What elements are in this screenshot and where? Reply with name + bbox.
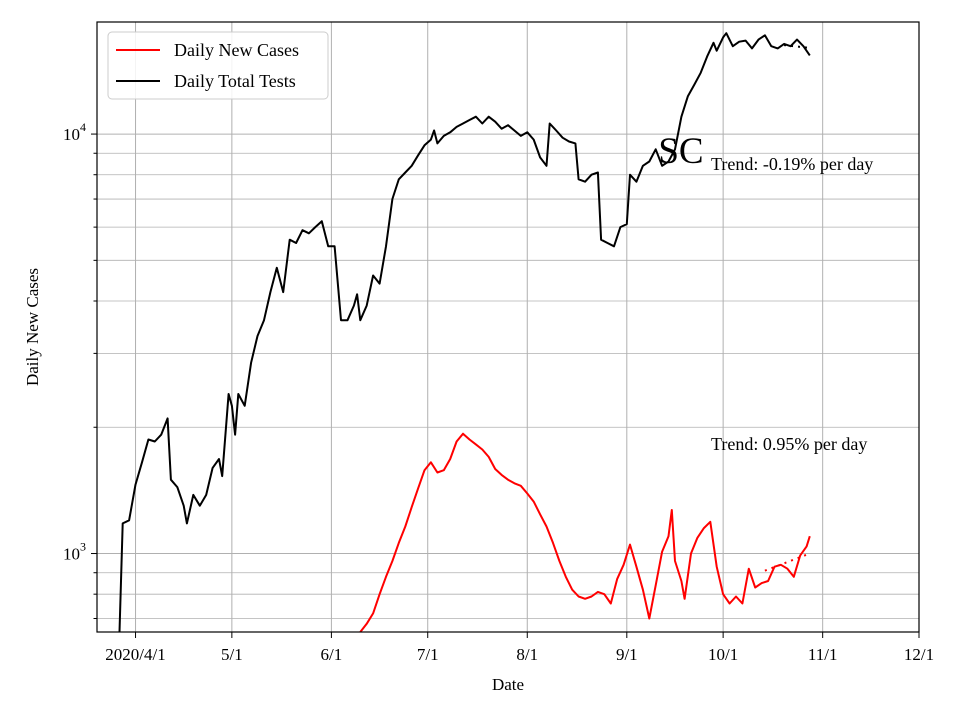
x-tick-label-7: 11/1 bbox=[808, 645, 838, 664]
y-tick-exponent-0: 3 bbox=[80, 540, 86, 554]
x-tick-label-0: 2020/4/1 bbox=[105, 645, 165, 664]
trend-line-0 bbox=[783, 44, 810, 49]
x-tick-label-4: 8/1 bbox=[516, 645, 538, 664]
x-tick-label-6: 10/1 bbox=[708, 645, 738, 664]
x-tick-label-8: 12/1 bbox=[904, 645, 934, 664]
y-tick-base-1: 10 bbox=[63, 125, 80, 144]
annotations: SC Trend: -0.19% per day Trend: 0.95% per … bbox=[658, 131, 873, 454]
legend-label-0: Daily New Cases bbox=[174, 40, 299, 60]
x-ticks: 2020/4/1 5/1 6/1 7/1 8/1 9/1 10/1 11/1 12/1 bbox=[105, 632, 934, 664]
x-axis-label: Date bbox=[492, 675, 524, 694]
series-layer bbox=[118, 32, 811, 632]
series-line-0 bbox=[359, 432, 811, 632]
trend-annotation-1: Trend: 0.95% per day bbox=[711, 434, 867, 454]
grid bbox=[97, 22, 920, 632]
x-tick-label-1: 5/1 bbox=[221, 645, 243, 664]
x-tick-label-5: 9/1 bbox=[616, 645, 638, 664]
legend: Daily New Cases Daily Total Tests bbox=[107, 31, 329, 100]
y-tick-label-0: 103 bbox=[63, 540, 86, 564]
overlay-label: SC bbox=[658, 131, 703, 172]
legend-box bbox=[107, 31, 329, 100]
legend-label-1: Daily Total Tests bbox=[174, 71, 296, 91]
axes-frame bbox=[96, 21, 920, 633]
x-tick-label-2: 6/1 bbox=[321, 645, 343, 664]
x-tick-label-3: 7/1 bbox=[417, 645, 439, 664]
y-tick-base-0: 10 bbox=[63, 545, 80, 564]
plot-area bbox=[118, 32, 811, 632]
y-tick-exponent-1: 4 bbox=[80, 120, 86, 134]
trend-line-1 bbox=[764, 552, 811, 572]
trend-annotation-0: Trend: -0.19% per day bbox=[711, 154, 873, 174]
y-axis-label: Daily New Cases bbox=[23, 268, 42, 386]
series-line-1 bbox=[118, 32, 811, 632]
y-tick-label-1: 104 bbox=[63, 120, 86, 144]
